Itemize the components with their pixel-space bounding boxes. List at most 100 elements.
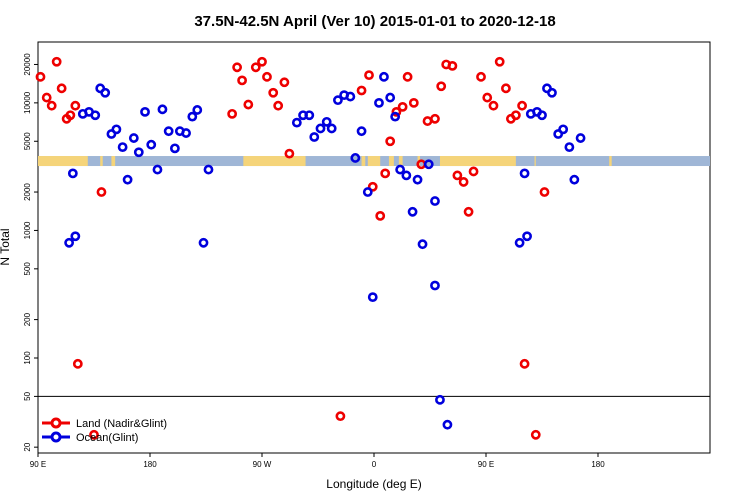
band-land-segment <box>388 156 394 167</box>
data-points <box>35 56 586 440</box>
ocean-point <box>67 168 78 179</box>
chart-title: 37.5N-42.5N April (Ver 10) 2015-01-01 to… <box>194 13 555 30</box>
land-point <box>539 187 550 197</box>
land-point <box>335 411 346 422</box>
ocean-point <box>519 168 530 179</box>
band-land-segment <box>609 156 612 167</box>
legend-label-ocean: Ocean(Glint) <box>76 432 138 444</box>
y-tick-label: 2000 <box>23 183 32 201</box>
land-point <box>397 101 408 112</box>
ocean-point <box>117 142 128 153</box>
x-tick-label: 90 E <box>30 460 46 469</box>
land-point <box>232 62 243 73</box>
ocean-point <box>90 110 101 121</box>
ocean-point <box>367 292 378 303</box>
y-axis: 20 50 100 200 500 1000 2000 5000 10000 20000 <box>23 53 38 452</box>
ocean-point <box>356 126 367 137</box>
ocean-point <box>64 237 75 248</box>
land-point <box>447 60 458 71</box>
land-point <box>430 113 440 124</box>
ocean-point <box>401 170 412 181</box>
land-point <box>279 77 290 88</box>
x-tick-label: 90 W <box>253 460 272 469</box>
y-tick-label: 20000 <box>23 53 32 76</box>
land-point <box>494 56 505 67</box>
x-tick-label: 180 <box>591 460 605 469</box>
land-point <box>257 56 267 67</box>
band-land-segment <box>439 156 516 167</box>
land-point <box>422 116 433 126</box>
land-point <box>482 92 493 103</box>
ocean-point <box>417 239 428 250</box>
land-point <box>375 210 386 221</box>
ocean-point <box>575 133 586 143</box>
ocean-point <box>326 123 337 134</box>
ocean-point <box>203 164 214 175</box>
ocean-point <box>374 97 384 108</box>
ocean-point <box>128 133 139 143</box>
y-tick-label: 10000 <box>23 91 32 114</box>
land-point <box>65 110 76 121</box>
ocean-point <box>111 124 122 135</box>
land-point <box>463 206 474 217</box>
x-axis-label: Longitude (deg E) <box>326 477 421 491</box>
band-land-segment <box>111 156 116 167</box>
land-point <box>41 92 52 103</box>
ocean-point <box>362 187 373 197</box>
legend-marker-ocean <box>50 431 62 443</box>
ocean-point <box>192 105 203 115</box>
land-point <box>35 71 46 82</box>
ocean-point <box>390 111 401 122</box>
land-point <box>367 181 378 192</box>
legend-label-land: Land (Nadir&Glint) <box>76 418 167 430</box>
ocean-point <box>140 106 150 117</box>
land-point <box>243 99 254 110</box>
land-point <box>380 168 391 179</box>
land-point <box>458 177 469 187</box>
land-point <box>46 100 57 111</box>
ocean-point <box>558 124 569 135</box>
ocean-point <box>146 139 157 150</box>
ocean-point <box>442 419 453 430</box>
ocean-point <box>187 111 198 122</box>
land-point <box>519 358 530 369</box>
ocean-point <box>315 123 326 134</box>
ocean-point <box>537 110 547 121</box>
ocean-point <box>70 231 81 242</box>
land-point <box>476 71 486 82</box>
y-axis-label: N Total <box>0 228 12 265</box>
ocean-point <box>395 164 406 175</box>
legend-marker-land <box>50 417 62 429</box>
y-tick-label: 500 <box>23 262 32 276</box>
band-land-segment <box>38 156 88 167</box>
ocean-point <box>291 117 302 128</box>
land-point <box>408 97 419 108</box>
land-point <box>391 106 402 117</box>
ocean-point <box>569 174 580 185</box>
x-tick-label: 0 <box>372 460 377 469</box>
ocean-point <box>152 164 163 175</box>
ocean-point <box>350 153 361 163</box>
land-point <box>452 170 463 181</box>
x-tick-label: 90 E <box>478 460 494 469</box>
land-point <box>96 187 107 197</box>
band-land-segment <box>100 156 103 167</box>
ocean-point <box>430 280 440 291</box>
y-tick-label: 200 <box>23 312 32 326</box>
band-land-segment <box>534 156 536 167</box>
band-land-segment <box>398 156 403 167</box>
band-land-segment <box>243 156 306 167</box>
surface-band <box>38 156 710 167</box>
ocean-point <box>522 231 532 242</box>
band-land-segment <box>367 156 381 167</box>
land-point <box>530 429 541 440</box>
land-point <box>402 71 413 82</box>
land-point <box>237 75 247 86</box>
ocean-point <box>345 91 356 102</box>
ocean-point <box>379 71 389 82</box>
ocean-point <box>385 92 396 103</box>
land-point <box>488 100 499 111</box>
land-point <box>70 100 81 111</box>
ocean-point <box>304 110 315 121</box>
